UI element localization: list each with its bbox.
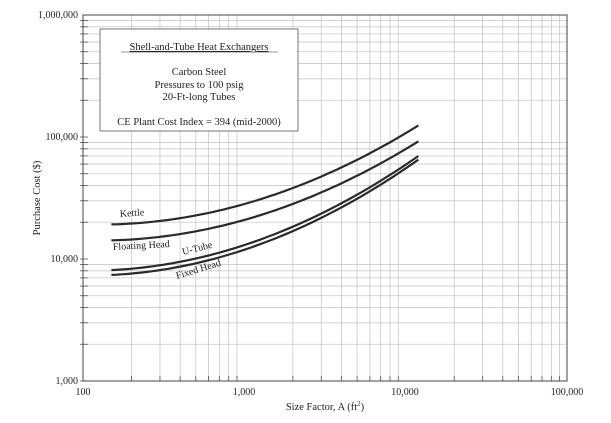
- curve-fixed-head: [111, 158, 420, 276]
- y-tick-label: 100,000: [46, 132, 79, 143]
- curve-kettle: [111, 124, 419, 226]
- series-label-floating-head: Floating Head: [113, 239, 170, 253]
- y-tick-label: 10,000: [51, 254, 79, 265]
- annotation-box-frame: [99, 28, 299, 132]
- x-tick-label: 100,000: [551, 387, 584, 398]
- x-tick-label: 10,000: [391, 387, 419, 398]
- plot-frame: [82, 14, 568, 382]
- y-tick-label: 1,000: [56, 376, 79, 387]
- axis-ticks: [80, 20, 561, 382]
- annotation-line-1: Carbon Steel: [172, 67, 227, 78]
- x-tick-label: 1,000: [233, 387, 256, 398]
- x-tick-label: 100: [76, 387, 91, 398]
- curve-u-tube: [111, 155, 420, 272]
- annotation-index-note: CE Plant Cost Index = 394 (mid-2000): [117, 117, 281, 128]
- series-label-kettle: Kettle: [119, 207, 145, 220]
- y-axis-label: Purchase Cost ($): [32, 160, 43, 235]
- annotation-box: Shell-and-Tube Heat Exchangers Carbon St…: [99, 28, 299, 132]
- y-tick-label: 1,000,000: [38, 10, 78, 21]
- curve-floating-head: [111, 140, 419, 242]
- series-curves: [111, 124, 420, 276]
- annotation-line-3: 20-Ft-long Tubes: [163, 92, 236, 103]
- annotation-title: Shell-and-Tube Heat Exchangers: [130, 42, 269, 53]
- annotation-line-2: Pressures to 100 psig: [155, 80, 245, 91]
- x-axis-label: Size Factor, A (ft2): [286, 400, 365, 413]
